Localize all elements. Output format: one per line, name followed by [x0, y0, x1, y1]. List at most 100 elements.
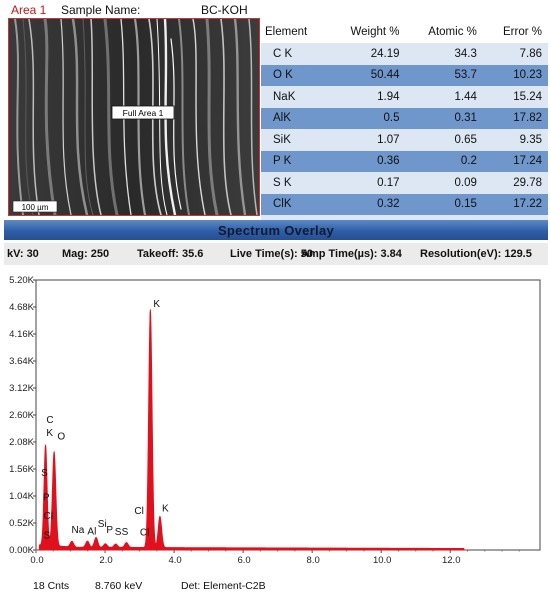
cell-weight-pct: 0.36 [327, 150, 406, 172]
cell-element: AlK [261, 107, 328, 129]
detector-name: Det: Element-C2B [181, 580, 266, 592]
cell-error-pct: 17.24 [482, 150, 548, 172]
x-tick-label: 8.0 [307, 555, 320, 566]
live-time-value: Live Time(s): 50 [230, 248, 313, 260]
cell-atomic-pct: 1.44 [405, 86, 483, 108]
cell-error-pct: 9.35 [482, 129, 548, 151]
cursor-counts: 18 Cnts [33, 580, 70, 592]
x-tick-label: 4.0 [168, 555, 181, 566]
peak-label: Cl [134, 506, 143, 517]
table-row[interactable]: S K 0.17 0.09 29.78 [261, 172, 548, 194]
plot-frame [35, 279, 541, 551]
spectrum-chart[interactable]: 0.00K 0.52K 1.04K 1.56K 2.08K 2.60K 3.12K 3.64K… [4, 268, 546, 576]
peak-label: C [46, 415, 53, 426]
scale-bar-label: 100 µm [22, 203, 49, 212]
peak-label: K [153, 299, 160, 310]
region-label: Full Area 1 [123, 108, 164, 118]
cell-element: NaK [261, 86, 328, 108]
y-tick-label: 2.60K [9, 410, 34, 421]
x-tick-label: 12.0 [442, 555, 461, 566]
peak-label: P [43, 493, 50, 504]
x-tick-label: 2.0 [99, 555, 112, 566]
peak-label: Al [87, 526, 96, 537]
table-row[interactable]: NaK 1.94 1.44 15.24 [261, 86, 548, 108]
sem-micrograph-graphic: Full Area 1 100 µm [9, 19, 259, 215]
peak-label: O [57, 431, 65, 442]
cell-element: O K [261, 64, 328, 86]
table-row[interactable]: AlK 0.5 0.31 17.82 [261, 107, 548, 129]
x-tick-label: 0.0 [30, 555, 43, 566]
cell-error-pct: 10.23 [482, 64, 548, 86]
cell-atomic-pct: 53.7 [405, 64, 483, 86]
table-row[interactable]: ClK 0.32 0.15 17.22 [261, 193, 548, 215]
y-tick-label: 1.04K [9, 491, 34, 502]
spectrum-series [36, 308, 468, 551]
table-header-row: Element Weight % Atomic % Error % [261, 21, 548, 43]
cell-weight-pct: 24.19 [327, 43, 406, 65]
table-row[interactable]: C K 24.19 34.3 7.86 [261, 43, 548, 65]
column-header-error[interactable]: Error % [482, 21, 548, 43]
cursor-energy: 8.760 keV [95, 580, 143, 592]
sem-micrograph[interactable]: Full Area 1 100 µm [8, 18, 260, 216]
table-row[interactable]: P K 0.36 0.2 17.24 [261, 150, 548, 172]
peak-label: P [106, 525, 113, 536]
cell-element: ClK [261, 193, 328, 215]
cell-element: S K [261, 172, 328, 194]
y-tick-label: 4.68K [9, 302, 34, 313]
image-header: Area 1 Sample Name: BC-KOH [0, 0, 262, 20]
column-header-atomic[interactable]: Atomic % [405, 21, 483, 43]
cell-atomic-pct: 0.65 [405, 129, 483, 151]
cell-weight-pct: 1.94 [327, 86, 406, 108]
cell-weight-pct: 0.5 [327, 107, 406, 129]
cell-error-pct: 17.22 [482, 193, 548, 215]
cell-element: C K [261, 43, 328, 65]
cell-atomic-pct: 0.15 [405, 193, 483, 215]
table-row[interactable]: O K 50.44 53.7 10.23 [261, 64, 548, 86]
y-tick-label: 5.20K [9, 275, 34, 286]
area-label[interactable]: Area 1 [11, 3, 47, 17]
cell-atomic-pct: 0.31 [405, 107, 483, 129]
peak-label: Na [72, 525, 85, 536]
spectrum-overlay-title: Spectrum Overlay [4, 220, 548, 240]
table-row[interactable]: SiK 1.07 0.65 9.35 [261, 129, 548, 151]
peak-label: S [44, 531, 51, 542]
cell-weight-pct: 0.17 [327, 172, 406, 194]
y-tick-label: 0.52K [9, 518, 34, 529]
column-header-element[interactable]: Element [261, 21, 328, 43]
resolution-value: Resolution(eV): 129.5 [420, 248, 532, 260]
cell-error-pct: 15.24 [482, 86, 548, 108]
cell-error-pct: 17.82 [482, 107, 548, 129]
sample-name-label: Sample Name: [61, 3, 141, 17]
cell-element: SiK [261, 129, 328, 151]
composition-table: Element Weight % Atomic % Error % C K 24.… [261, 21, 548, 237]
cell-atomic-pct: 34.3 [405, 43, 483, 65]
y-tick-label: 2.08K [9, 437, 34, 448]
y-tick-label: 1.56K [9, 464, 34, 475]
y-tick-label: 0.00K [9, 545, 34, 556]
cell-atomic-pct: 0.2 [405, 150, 483, 172]
cell-weight-pct: 1.07 [327, 129, 406, 151]
x-tick-label: 6.0 [238, 555, 251, 566]
acquisition-parameters: kV: 30 Mag: 250 Takeoff: 35.6 Live Time(… [4, 243, 548, 265]
column-header-weight[interactable]: Weight % [327, 21, 406, 43]
takeoff-value: Takeoff: 35.6 [137, 248, 204, 260]
peak-label: Cl [140, 527, 149, 538]
cell-error-pct: 7.86 [482, 43, 548, 65]
y-tick-label: 3.12K [9, 383, 34, 394]
y-tick-label: 4.16K [9, 329, 34, 340]
cell-weight-pct: 50.44 [327, 64, 406, 86]
peak-label: S [122, 527, 129, 538]
peak-label: S [41, 468, 48, 479]
spectrum-plot[interactable]: 0.00K 0.52K 1.04K 1.56K 2.08K 2.60K 3.12K 3.64K… [4, 268, 546, 576]
peak-label: Si [98, 519, 107, 530]
mag-value: Mag: 250 [62, 248, 110, 260]
peak-label: Cl [44, 511, 53, 522]
amp-time-value: Amp Time(µs): 3.84 [301, 248, 402, 260]
kv-value: kV: 30 [7, 248, 39, 260]
x-tick-label: 10.0 [373, 555, 392, 566]
cell-element: P K [261, 150, 328, 172]
y-tick-label: 3.64K [9, 356, 34, 367]
status-bar: 18 Cnts 8.760 keV Det: Element-C2B [0, 578, 550, 596]
sample-name-value: BC-KOH [201, 3, 248, 17]
cell-atomic-pct: 0.09 [405, 172, 483, 194]
